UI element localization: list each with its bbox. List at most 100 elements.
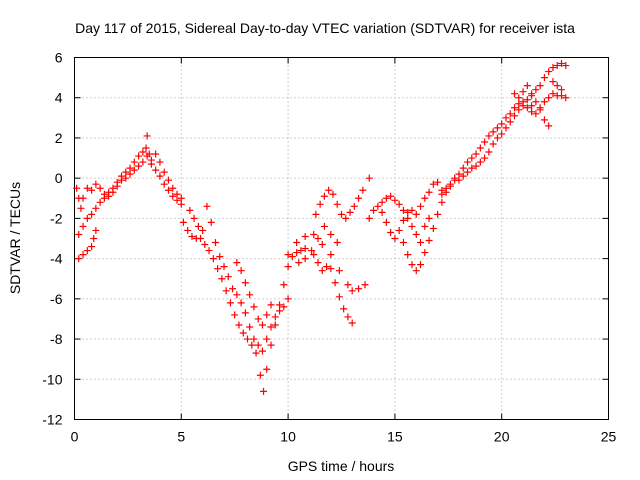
data-point (502, 124, 510, 132)
data-point (558, 92, 566, 100)
data-point (160, 168, 168, 176)
data-point (434, 210, 442, 218)
data-point (327, 251, 335, 259)
data-point (344, 281, 352, 289)
data-point (342, 214, 350, 222)
data-point (188, 232, 196, 240)
data-point (553, 62, 561, 70)
data-point (318, 267, 326, 275)
data-point (233, 259, 241, 267)
data-point (333, 200, 341, 208)
data-point (79, 251, 87, 259)
x-tick-label: 0 (71, 429, 79, 445)
data-point (451, 174, 459, 182)
y-tick-label: 6 (55, 50, 63, 66)
data-point (92, 204, 100, 212)
data-point (387, 192, 395, 200)
data-point (412, 210, 420, 218)
y-tick-label: -8 (50, 331, 63, 347)
data-point (301, 232, 309, 240)
data-point (239, 329, 247, 337)
data-point (169, 192, 177, 200)
data-point (540, 74, 548, 82)
data-point (434, 178, 442, 186)
data-point (122, 168, 130, 176)
data-point (122, 174, 130, 182)
data-point (288, 253, 296, 261)
data-point (395, 200, 403, 208)
data-point (472, 162, 480, 170)
x-tick-label: 5 (177, 429, 185, 445)
data-point (348, 287, 356, 295)
data-point (173, 196, 181, 204)
data-point (476, 144, 484, 152)
data-point (194, 222, 202, 230)
data-point (83, 184, 91, 192)
data-point (88, 186, 96, 194)
data-point (254, 315, 262, 323)
data-point (412, 267, 420, 275)
data-point (545, 94, 553, 102)
data-point (485, 132, 493, 140)
data-point (229, 285, 237, 293)
data-point (284, 263, 292, 271)
data-point (271, 313, 279, 321)
data-point (519, 88, 527, 96)
data-point (169, 184, 177, 192)
data-point (399, 239, 407, 247)
data-point (481, 138, 489, 146)
data-point (105, 188, 113, 196)
data-point (489, 140, 497, 148)
data-point (355, 285, 363, 293)
x-tick-label: 20 (494, 429, 510, 445)
data-point (417, 239, 425, 247)
data-point (355, 194, 363, 202)
data-point (126, 170, 134, 178)
data-point (523, 104, 531, 112)
data-point (152, 166, 160, 174)
data-point (310, 251, 318, 259)
data-point (88, 243, 96, 251)
y-tick-label: -12 (42, 412, 62, 428)
data-point (348, 319, 356, 327)
data-point (382, 218, 390, 226)
data-point (75, 255, 83, 263)
data-point (117, 172, 125, 180)
data-point (532, 98, 540, 106)
data-point (464, 158, 472, 166)
data-point (260, 387, 268, 395)
data-point (528, 102, 536, 110)
data-point (331, 279, 339, 287)
data-point (498, 130, 506, 138)
data-point (329, 190, 337, 198)
x-axis-label: GPS time / hours (288, 458, 395, 474)
data-point (184, 226, 192, 234)
data-point (523, 96, 531, 104)
chart-title: Day 117 of 2015, Sidereal Day-to-day VTE… (75, 20, 575, 36)
data-point (276, 301, 284, 309)
data-point (143, 132, 151, 140)
data-point (515, 100, 523, 108)
data-point (312, 210, 320, 218)
data-point (365, 174, 373, 182)
data-point (528, 90, 536, 98)
data-point (335, 267, 343, 275)
y-axis-label: SDTVAR / TECUs (7, 182, 23, 294)
data-point (100, 194, 108, 202)
data-point (293, 249, 301, 257)
data-point (267, 301, 275, 309)
data-point (130, 166, 138, 174)
y-tick-label: -10 (42, 371, 62, 387)
data-point (235, 321, 243, 329)
data-point (220, 263, 228, 271)
data-point (211, 239, 219, 247)
data-point (485, 148, 493, 156)
data-point (421, 194, 429, 202)
data-point (540, 116, 548, 124)
data-point (164, 176, 172, 184)
data-point (528, 108, 536, 116)
data-point (429, 180, 437, 188)
data-point (425, 237, 433, 245)
data-point (438, 190, 446, 198)
data-point (404, 208, 412, 216)
